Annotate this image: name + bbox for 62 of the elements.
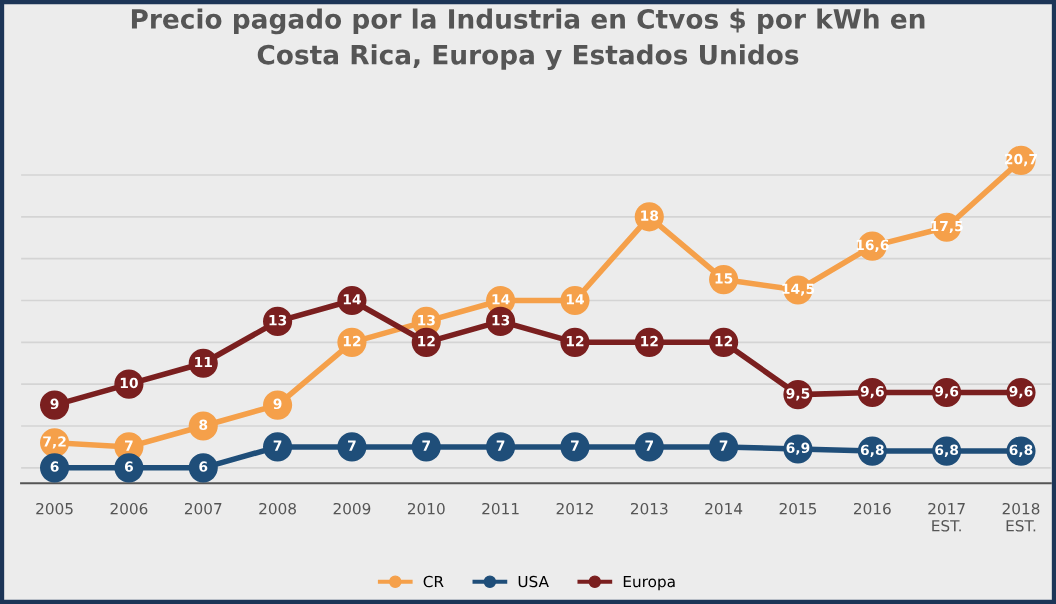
data-label: 15 xyxy=(715,273,733,284)
x-tick-label: 2017 EST. xyxy=(928,502,965,532)
data-label: 12 xyxy=(715,335,733,347)
data-label: 6 xyxy=(199,461,208,472)
data-label: 7 xyxy=(719,440,728,451)
data-label: 9,5 xyxy=(786,388,810,401)
x-tick-label: 2012 xyxy=(556,502,593,515)
data-label: 8 xyxy=(199,419,208,431)
legend-label: CR xyxy=(423,575,444,588)
point xyxy=(411,432,441,462)
data-label: 7 xyxy=(645,440,654,451)
data-label: 12 xyxy=(566,335,584,347)
data-label: 6,9 xyxy=(786,442,810,455)
data-label: 9 xyxy=(273,398,282,410)
data-label: 12 xyxy=(641,335,658,347)
data-label: 6,8 xyxy=(860,444,884,457)
legend-label: USA xyxy=(518,575,549,588)
data-label: 6,8 xyxy=(1009,444,1033,457)
x-tick-label: 2005 xyxy=(36,502,73,515)
data-label: 13 xyxy=(418,314,435,326)
data-label: 6,8 xyxy=(935,444,959,457)
point xyxy=(337,432,367,462)
data-label: 7 xyxy=(496,440,505,451)
data-label: 14 xyxy=(492,294,510,305)
x-tick-label: 2011 xyxy=(482,502,519,515)
x-tick-label: 2014 xyxy=(705,502,743,515)
point xyxy=(114,453,144,483)
x-tick-label: 2008 xyxy=(259,502,296,515)
data-label: 7 xyxy=(422,440,430,451)
x-tick-label: 2018 EST. xyxy=(1002,502,1040,532)
data-label: 13 xyxy=(492,314,510,326)
x-tick-label: 2016 xyxy=(853,502,891,515)
point xyxy=(634,432,664,462)
data-label: 9,6 xyxy=(860,386,884,399)
x-tick-label: 2006 xyxy=(110,502,148,515)
x-tick-label: 2009 xyxy=(333,502,371,515)
point xyxy=(560,432,590,462)
data-label: 18 xyxy=(641,210,659,221)
data-label: 7 xyxy=(571,440,579,451)
data-label: 7,2 xyxy=(43,436,66,449)
data-label: 6 xyxy=(124,461,133,472)
data-label: 12 xyxy=(343,335,361,347)
data-label: 9,6 xyxy=(1009,386,1033,399)
data-label: 9 xyxy=(50,398,59,410)
data-label: 14 xyxy=(566,294,584,305)
data-label: 14 xyxy=(343,294,361,305)
point xyxy=(188,411,218,441)
x-tick-label: 2010 xyxy=(407,502,445,515)
data-label: 7 xyxy=(348,440,356,451)
data-label: 6 xyxy=(50,461,59,472)
data-label: 10 xyxy=(120,377,138,389)
data-label: 12 xyxy=(418,335,435,347)
legend-label: Europa xyxy=(623,575,675,591)
data-label: 11 xyxy=(195,356,212,368)
data-label: 7 xyxy=(125,440,133,451)
data-label: 13 xyxy=(269,314,287,326)
x-tick-label: 2015 xyxy=(779,502,817,515)
chart-title: Precio pagado por la Industria en Ctvos $ por kWh en Costa Rica, Europa y Estados Unidos xyxy=(131,8,925,71)
x-tick-label: 2013 xyxy=(630,502,668,515)
x-tick-label: 2007 xyxy=(184,502,222,515)
data-label: 9,6 xyxy=(935,386,959,399)
data-label: 7 xyxy=(273,440,282,451)
